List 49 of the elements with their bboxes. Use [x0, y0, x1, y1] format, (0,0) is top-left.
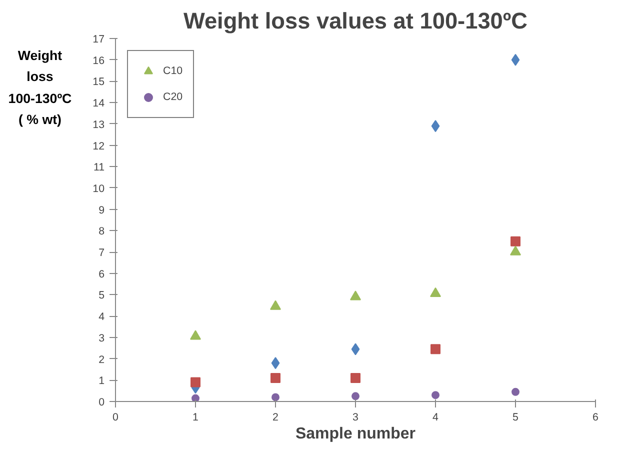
point	[271, 357, 280, 370]
y-tick-label: 12	[92, 140, 105, 152]
point	[432, 391, 440, 400]
y-tick-label: 4	[98, 311, 105, 324]
point	[192, 394, 200, 402]
y-tick-label: 14	[92, 98, 105, 110]
y-tick-label: 9	[98, 204, 105, 216]
point	[430, 344, 440, 354]
x-tick-label: 6	[592, 412, 599, 424]
y-tick-label: 1	[98, 375, 105, 388]
legend-label: C10	[163, 65, 183, 77]
y-tick-label: 13	[92, 118, 105, 131]
chart-title: Weight loss values at 100-130ºC	[183, 8, 528, 34]
point	[510, 236, 520, 246]
legend-label: C20	[163, 91, 183, 103]
y-tick-label: 10	[92, 182, 105, 195]
y-tick-label: 11	[93, 162, 105, 174]
y-axis-title: Weight loss 100-130ºC ( % wt)	[8, 47, 72, 129]
x-tick-label: 5	[512, 412, 519, 424]
x-axis-title: Sample number	[295, 426, 416, 442]
point	[270, 300, 281, 310]
point	[350, 290, 361, 300]
point	[352, 392, 360, 400]
y-tick-label: 7	[98, 247, 105, 260]
y-tick-label: 8	[98, 226, 105, 238]
y-tick-label: 16	[92, 54, 105, 67]
x-tick-label: 0	[112, 412, 119, 424]
x-tick-label: 2	[272, 412, 279, 424]
point	[431, 120, 440, 132]
x-tick-label: 4	[432, 412, 439, 424]
y-tick-label: 3	[98, 332, 105, 344]
point	[190, 330, 201, 340]
point	[430, 287, 441, 298]
point	[270, 373, 280, 384]
point	[511, 54, 520, 66]
y-tick-label: 5	[98, 290, 105, 302]
point	[190, 377, 200, 388]
y-tick-label: 15	[92, 76, 105, 88]
y-tick-label: 17	[92, 34, 105, 46]
y-tick-label: 0	[98, 396, 105, 408]
y-tick-label: 2	[98, 354, 105, 366]
point	[510, 246, 521, 256]
point	[351, 343, 360, 356]
point	[512, 388, 520, 396]
x-tick-label: 3	[352, 412, 359, 424]
point	[272, 393, 280, 402]
point	[350, 373, 360, 384]
x-tick-label: 1	[192, 412, 199, 424]
y-tick-label: 6	[98, 268, 105, 280]
